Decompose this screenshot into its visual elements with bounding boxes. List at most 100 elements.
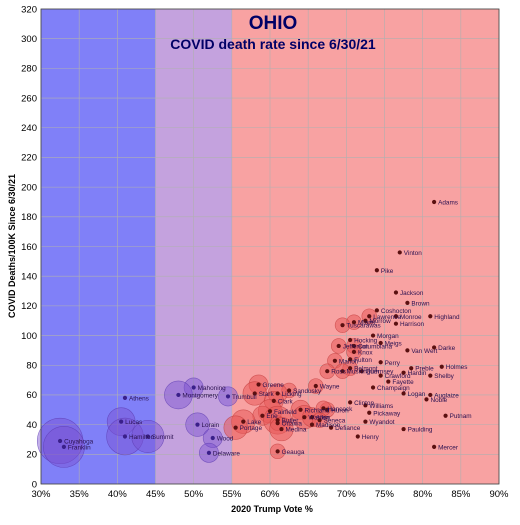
x-tick-label: 75% xyxy=(375,489,395,500)
y-tick-label: 100 xyxy=(21,331,37,342)
point-label-hamilton: Hamilton xyxy=(129,434,155,441)
y-tick-label: 0 xyxy=(32,479,37,490)
marker-richland xyxy=(298,407,303,412)
marker-delaware xyxy=(206,450,212,455)
marker-lorain xyxy=(195,422,200,427)
county-markers xyxy=(57,199,448,455)
point-label-wood: Wood xyxy=(217,435,234,442)
marker-fairfield xyxy=(267,409,273,414)
marker-crawford xyxy=(378,373,383,378)
marker-seneca xyxy=(317,418,322,423)
marker-sandusky xyxy=(286,388,292,393)
point-label-tuscarawas: Tuscarawas xyxy=(347,323,381,330)
marker-shelby xyxy=(428,373,433,378)
point-label-knox: Knox xyxy=(358,349,373,356)
marker-hardin xyxy=(401,370,406,375)
marker-hocking xyxy=(348,337,353,343)
marker-mercer xyxy=(432,444,437,449)
marker-portage xyxy=(233,425,238,430)
point-label-fairfield: Fairfield xyxy=(274,409,297,416)
marker-noble xyxy=(424,397,429,402)
point-label-summit: Summit xyxy=(152,434,174,441)
y-tick-label: 300 xyxy=(21,34,37,45)
marker-athens xyxy=(122,395,128,401)
point-label-clinton: Clinton xyxy=(354,400,374,407)
marker-muskingum xyxy=(340,369,345,374)
point-label-lawrence: Lawrence xyxy=(373,314,401,321)
marker-hancock xyxy=(321,406,326,411)
point-label-fayette: Fayette xyxy=(392,379,414,386)
point-label-darke: Darke xyxy=(438,345,455,352)
chart-subtitle: COVID death rate since 6/30/21 xyxy=(170,36,376,52)
marker-fayette xyxy=(386,379,391,384)
marker-meigs xyxy=(378,340,383,346)
marker-medina xyxy=(279,426,284,432)
y-tick-label: 320 xyxy=(21,4,37,15)
marker-putnam xyxy=(443,413,448,418)
point-label-delaware: Delaware xyxy=(213,450,240,457)
point-label-medina: Medina xyxy=(285,427,306,434)
marker-wood xyxy=(210,435,215,441)
marker-belmont xyxy=(348,366,353,371)
point-label-van wert: Van Wert xyxy=(411,348,437,355)
point-label-fulton: Fulton xyxy=(354,357,372,364)
y-tick-label: 280 xyxy=(21,64,37,75)
y-tick-label: 240 xyxy=(21,123,37,134)
point-label-pike: Pike xyxy=(381,268,394,275)
marker-coshocton xyxy=(374,308,379,313)
point-label-jackson: Jackson xyxy=(400,290,424,297)
y-tick-label: 260 xyxy=(21,93,37,104)
point-label-greene: Greene xyxy=(263,382,285,389)
point-label-muskingum: Muskingum xyxy=(347,369,380,376)
marker-darke xyxy=(432,345,437,350)
marker-perry xyxy=(378,360,383,365)
y-tick-label: 120 xyxy=(21,301,37,312)
point-label-ottawa: Ottawa xyxy=(282,421,303,428)
point-label-hardin: Hardin xyxy=(408,370,427,377)
x-axis-title: 2020 Trump Vote % xyxy=(231,504,313,514)
marker-lucas xyxy=(119,419,124,424)
y-tick-label: 60 xyxy=(26,390,37,401)
point-label-madison: Madison xyxy=(316,422,341,429)
marker-montgomery xyxy=(176,392,181,398)
marker-marion xyxy=(332,358,337,363)
marker-geauga xyxy=(275,449,280,454)
point-label-ross: Ross xyxy=(331,369,346,376)
marker-preble xyxy=(409,366,414,371)
x-tick-label: 65% xyxy=(299,489,319,500)
marker-lawrence xyxy=(367,314,372,319)
point-label-morrow: Morrow xyxy=(369,318,391,325)
x-tick-label: 60% xyxy=(260,489,280,500)
marker-guernsey xyxy=(359,369,364,374)
marker-knox xyxy=(351,349,357,354)
marker-miami xyxy=(351,320,357,325)
point-label-allen: Allen xyxy=(316,415,331,422)
point-label-paulding: Paulding xyxy=(408,427,433,434)
y-tick-label: 160 xyxy=(21,242,37,253)
x-tick-label: 55% xyxy=(222,489,242,500)
marker-greene xyxy=(256,382,261,387)
marker-stark xyxy=(252,391,257,396)
marker-allen xyxy=(309,415,315,420)
point-label-guernsey: Guernsey xyxy=(366,369,395,376)
point-label-franklin: Franklin xyxy=(68,444,91,451)
x-tick-label: 85% xyxy=(451,489,471,500)
marker-fulton xyxy=(348,357,353,362)
point-label-seneca: Seneca xyxy=(324,418,346,425)
marker-lake xyxy=(241,419,246,424)
marker-summit xyxy=(145,434,150,439)
x-tick-label: 45% xyxy=(146,489,166,500)
point-label-crawford: Crawford xyxy=(385,373,411,380)
marker-clark xyxy=(271,398,276,403)
point-label-perry: Perry xyxy=(385,360,401,367)
point-label-coshocton: Coshocton xyxy=(381,308,412,315)
marker-mahoning xyxy=(191,385,196,390)
y-tick-label: 40 xyxy=(26,420,37,431)
point-label-richland: Richland xyxy=(305,407,330,414)
point-label-marion: Marion xyxy=(339,358,359,365)
y-tick-label: 80 xyxy=(26,361,37,372)
point-label-licking: Licking xyxy=(282,391,302,398)
marker-trumbull xyxy=(225,394,231,399)
